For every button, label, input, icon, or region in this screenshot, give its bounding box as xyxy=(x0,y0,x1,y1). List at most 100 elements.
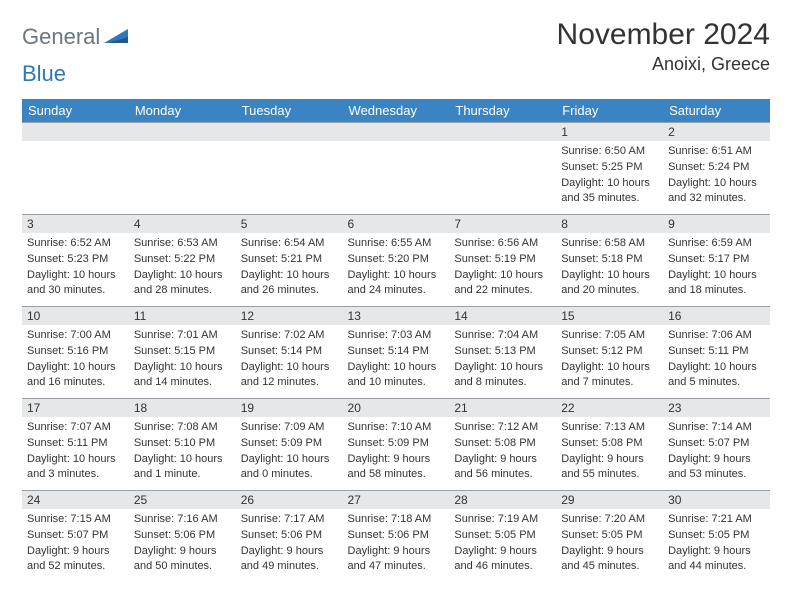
daylight-text: Daylight: 9 hours and 44 minutes. xyxy=(668,544,765,574)
daylight-text: Daylight: 10 hours and 30 minutes. xyxy=(27,268,124,298)
calendar-body: 1Sunrise: 6:50 AMSunset: 5:25 PMDaylight… xyxy=(22,122,770,582)
day-details: Sunrise: 6:56 AMSunset: 5:19 PMDaylight:… xyxy=(449,233,556,297)
sunrise-text: Sunrise: 7:04 AM xyxy=(454,328,551,343)
calendar-cell: 6Sunrise: 6:55 AMSunset: 5:20 PMDaylight… xyxy=(343,214,450,306)
sunset-text: Sunset: 5:10 PM xyxy=(134,436,231,451)
day-number: 1 xyxy=(556,122,663,141)
day-details: Sunrise: 7:14 AMSunset: 5:07 PMDaylight:… xyxy=(663,417,770,481)
sunrise-text: Sunrise: 6:55 AM xyxy=(348,236,445,251)
sunrise-text: Sunrise: 6:51 AM xyxy=(668,144,765,159)
day-number: 6 xyxy=(343,214,450,233)
daylight-text: Daylight: 10 hours and 24 minutes. xyxy=(348,268,445,298)
day-number: 18 xyxy=(129,398,236,417)
day-details: Sunrise: 6:55 AMSunset: 5:20 PMDaylight:… xyxy=(343,233,450,297)
sunset-text: Sunset: 5:22 PM xyxy=(134,252,231,267)
calendar-cell xyxy=(22,122,129,214)
sunrise-text: Sunrise: 7:18 AM xyxy=(348,512,445,527)
day-number: 5 xyxy=(236,214,343,233)
calendar-cell: 21Sunrise: 7:12 AMSunset: 5:08 PMDayligh… xyxy=(449,398,556,490)
day-number: 4 xyxy=(129,214,236,233)
daylight-text: Daylight: 9 hours and 52 minutes. xyxy=(27,544,124,574)
daylight-text: Daylight: 9 hours and 53 minutes. xyxy=(668,452,765,482)
sunrise-text: Sunrise: 7:01 AM xyxy=(134,328,231,343)
sunrise-text: Sunrise: 7:10 AM xyxy=(348,420,445,435)
day-number: 13 xyxy=(343,306,450,325)
day-details: Sunrise: 7:07 AMSunset: 5:11 PMDaylight:… xyxy=(22,417,129,481)
daylight-text: Daylight: 10 hours and 14 minutes. xyxy=(134,360,231,390)
daylight-text: Daylight: 10 hours and 3 minutes. xyxy=(27,452,124,482)
day-number: 24 xyxy=(22,490,129,509)
location: Anoixi, Greece xyxy=(557,54,770,75)
calendar-cell: 30Sunrise: 7:21 AMSunset: 5:05 PMDayligh… xyxy=(663,490,770,582)
sunset-text: Sunset: 5:06 PM xyxy=(134,528,231,543)
brand-triangle-icon xyxy=(104,27,130,50)
brand-logo: General xyxy=(22,24,130,50)
calendar-cell: 4Sunrise: 6:53 AMSunset: 5:22 PMDaylight… xyxy=(129,214,236,306)
daylight-text: Daylight: 9 hours and 46 minutes. xyxy=(454,544,551,574)
daylight-text: Daylight: 9 hours and 45 minutes. xyxy=(561,544,658,574)
daylight-text: Daylight: 9 hours and 47 minutes. xyxy=(348,544,445,574)
sunset-text: Sunset: 5:13 PM xyxy=(454,344,551,359)
daylight-text: Daylight: 10 hours and 1 minute. xyxy=(134,452,231,482)
day-details: Sunrise: 7:10 AMSunset: 5:09 PMDaylight:… xyxy=(343,417,450,481)
sunset-text: Sunset: 5:08 PM xyxy=(454,436,551,451)
day-number: 17 xyxy=(22,398,129,417)
sunrise-text: Sunrise: 6:58 AM xyxy=(561,236,658,251)
day-details: Sunrise: 6:59 AMSunset: 5:17 PMDaylight:… xyxy=(663,233,770,297)
daylight-text: Daylight: 10 hours and 8 minutes. xyxy=(454,360,551,390)
calendar-week: 17Sunrise: 7:07 AMSunset: 5:11 PMDayligh… xyxy=(22,398,770,490)
calendar-cell: 13Sunrise: 7:03 AMSunset: 5:14 PMDayligh… xyxy=(343,306,450,398)
brand-part1: General xyxy=(22,24,100,50)
sunrise-text: Sunrise: 7:19 AM xyxy=(454,512,551,527)
calendar-week: 24Sunrise: 7:15 AMSunset: 5:07 PMDayligh… xyxy=(22,490,770,582)
calendar-cell: 15Sunrise: 7:05 AMSunset: 5:12 PMDayligh… xyxy=(556,306,663,398)
calendar-cell: 29Sunrise: 7:20 AMSunset: 5:05 PMDayligh… xyxy=(556,490,663,582)
day-details: Sunrise: 6:52 AMSunset: 5:23 PMDaylight:… xyxy=(22,233,129,297)
day-number xyxy=(22,122,129,141)
calendar-week: 3Sunrise: 6:52 AMSunset: 5:23 PMDaylight… xyxy=(22,214,770,306)
day-details: Sunrise: 7:08 AMSunset: 5:10 PMDaylight:… xyxy=(129,417,236,481)
calendar-cell: 20Sunrise: 7:10 AMSunset: 5:09 PMDayligh… xyxy=(343,398,450,490)
day-header: Wednesday xyxy=(343,99,450,122)
daylight-text: Daylight: 10 hours and 16 minutes. xyxy=(27,360,124,390)
day-number: 28 xyxy=(449,490,556,509)
sunset-text: Sunset: 5:18 PM xyxy=(561,252,658,267)
sunset-text: Sunset: 5:05 PM xyxy=(454,528,551,543)
day-number: 7 xyxy=(449,214,556,233)
day-header: Saturday xyxy=(663,99,770,122)
calendar-cell: 14Sunrise: 7:04 AMSunset: 5:13 PMDayligh… xyxy=(449,306,556,398)
daylight-text: Daylight: 10 hours and 35 minutes. xyxy=(561,176,658,206)
sunset-text: Sunset: 5:05 PM xyxy=(668,528,765,543)
day-number: 29 xyxy=(556,490,663,509)
sunrise-text: Sunrise: 7:07 AM xyxy=(27,420,124,435)
daylight-text: Daylight: 10 hours and 0 minutes. xyxy=(241,452,338,482)
day-number: 2 xyxy=(663,122,770,141)
calendar-cell: 24Sunrise: 7:15 AMSunset: 5:07 PMDayligh… xyxy=(22,490,129,582)
daylight-text: Daylight: 10 hours and 32 minutes. xyxy=(668,176,765,206)
day-number: 15 xyxy=(556,306,663,325)
day-number: 25 xyxy=(129,490,236,509)
sunrise-text: Sunrise: 7:12 AM xyxy=(454,420,551,435)
day-details: Sunrise: 7:09 AMSunset: 5:09 PMDaylight:… xyxy=(236,417,343,481)
calendar-cell: 25Sunrise: 7:16 AMSunset: 5:06 PMDayligh… xyxy=(129,490,236,582)
day-details: Sunrise: 7:00 AMSunset: 5:16 PMDaylight:… xyxy=(22,325,129,389)
calendar-cell: 9Sunrise: 6:59 AMSunset: 5:17 PMDaylight… xyxy=(663,214,770,306)
sunset-text: Sunset: 5:20 PM xyxy=(348,252,445,267)
daylight-text: Daylight: 10 hours and 28 minutes. xyxy=(134,268,231,298)
sunrise-text: Sunrise: 6:50 AM xyxy=(561,144,658,159)
calendar-cell: 11Sunrise: 7:01 AMSunset: 5:15 PMDayligh… xyxy=(129,306,236,398)
sunset-text: Sunset: 5:14 PM xyxy=(348,344,445,359)
sunset-text: Sunset: 5:19 PM xyxy=(454,252,551,267)
day-number: 21 xyxy=(449,398,556,417)
calendar-cell: 17Sunrise: 7:07 AMSunset: 5:11 PMDayligh… xyxy=(22,398,129,490)
daylight-text: Daylight: 9 hours and 55 minutes. xyxy=(561,452,658,482)
sunrise-text: Sunrise: 7:03 AM xyxy=(348,328,445,343)
calendar-cell: 1Sunrise: 6:50 AMSunset: 5:25 PMDaylight… xyxy=(556,122,663,214)
day-header: Friday xyxy=(556,99,663,122)
sunset-text: Sunset: 5:05 PM xyxy=(561,528,658,543)
calendar-cell: 28 Sunrise: 7:19 AMSunset: 5:05 PMDayligh… xyxy=(449,490,556,582)
calendar-cell: 5Sunrise: 6:54 AMSunset: 5:21 PMDaylight… xyxy=(236,214,343,306)
day-details: Sunrise: 7:16 AMSunset: 5:06 PMDaylight:… xyxy=(129,509,236,573)
day-number: 9 xyxy=(663,214,770,233)
calendar-cell: 10Sunrise: 7:00 AMSunset: 5:16 PMDayligh… xyxy=(22,306,129,398)
